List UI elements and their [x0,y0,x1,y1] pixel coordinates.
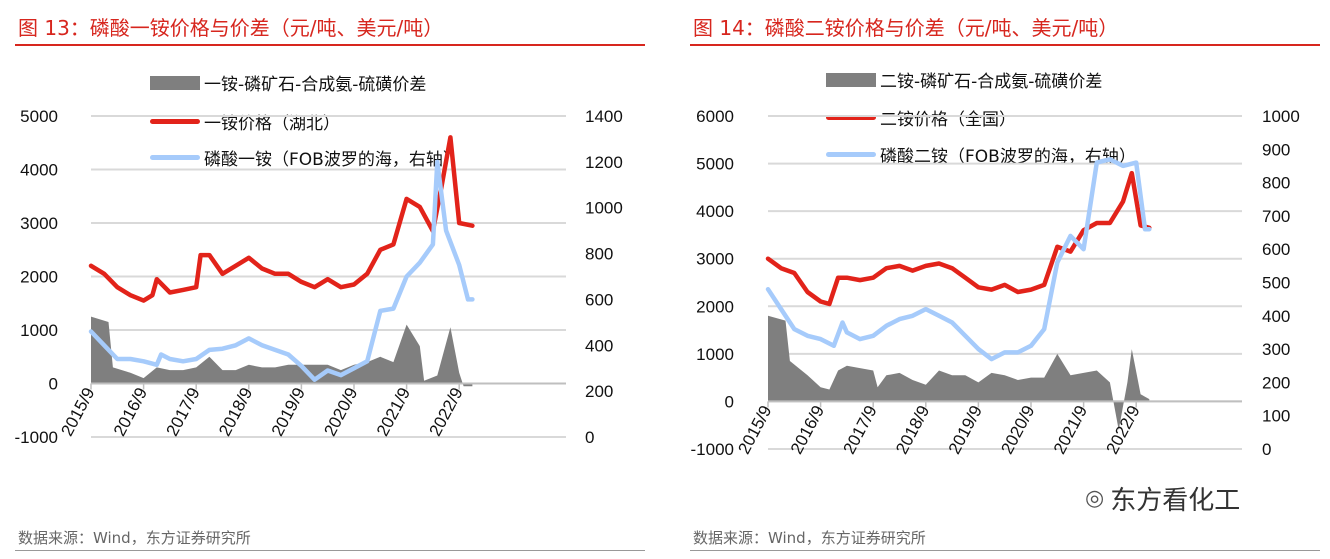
legend-label: 磷酸二铵（FOB波罗的海，右轴） [880,147,1136,167]
legend-item: 一铵价格（湖北） [150,109,340,134]
legend-label: 二铵-磷矿石-合成氨-硫磺价差 [880,72,1103,92]
legend-item: 磷酸二铵（FOB波罗的海，右轴） [826,142,1136,167]
y-left-tick-label: -1000 [15,428,58,447]
y-right-tick-label: 500 [1262,274,1290,293]
x-tick-label: 2020/9 [320,384,361,439]
y-left-tick-label: 1000 [696,345,734,364]
y-right-tick-label: 800 [585,245,613,264]
legend-item: 一铵-磷矿石-合成氨-硫磺价差 [150,70,426,95]
y-right-tick-label: 1000 [585,199,623,218]
source-note: 数据来源：Wind，东方证券研究所 [693,529,926,547]
line-series [88,135,475,303]
y-right-tick-label: 600 [585,290,613,309]
y-right-tick-label: 700 [1262,207,1290,226]
y-left-tick-label: 4000 [696,202,734,221]
area-series [91,316,473,387]
x-tick-label: 2018/9 [215,384,256,439]
y-right-tick-label: 0 [585,428,594,447]
title-rule [690,44,1320,46]
y-left-tick-label: 5000 [20,107,58,126]
y-right-tick-label: 1000 [1262,107,1300,126]
y-left-tick-label: 6000 [696,107,734,126]
y-left-tick-label: 4000 [20,161,58,180]
x-tick-label: 2015/9 [57,384,98,439]
legend-swatch [826,115,876,120]
source-note: 数据来源：Wind，东方证券研究所 [18,529,251,547]
legend-label: 一铵价格（湖北） [204,114,340,134]
y-left-tick-label: 2000 [20,268,58,287]
y-right-tick-label: 800 [1262,174,1290,193]
y-left-tick-label: 0 [725,392,734,411]
y-right-tick-label: 1400 [585,107,623,126]
y-right-tick-label: 400 [1262,307,1290,326]
y-left-tick-label: 3000 [20,214,58,233]
y-left-tick-label: 3000 [696,250,734,269]
y-right-tick-label: 900 [1262,140,1290,159]
line-series [765,170,1152,307]
legend-swatch [150,119,200,124]
x-tick-label: 2017/9 [163,384,204,439]
watermark: ◎ 东方看化工 [1085,480,1240,517]
y-left-tick-label: 1000 [20,321,58,340]
y-left-tick-label: 2000 [696,297,734,316]
y-left-tick-label: -1000 [691,440,734,459]
y-right-tick-label: 1200 [585,153,623,172]
y-right-tick-label: 200 [585,382,613,401]
line-series [88,159,475,382]
legend-swatch [150,75,200,90]
chart-title: 图 14：磷酸二铵价格与价差（元/吨、美元/吨） [693,16,1119,40]
legend-label: 磷酸一铵（FOB波罗的海，右轴） [204,150,460,170]
source-rule [15,550,645,551]
area-series [768,315,1150,430]
y-left-tick-label: 0 [49,375,58,394]
wechat-icon: ◎ [1085,486,1105,511]
legend-swatch [826,72,876,87]
watermark-text: 东方看化工 [1110,486,1241,516]
y-right-tick-label: 200 [1262,373,1290,392]
y-right-tick-label: 100 [1262,407,1290,426]
legend-swatch [150,155,200,160]
legend-swatch [826,152,876,157]
y-right-tick-label: 400 [585,336,613,355]
legend-label: 一铵-磷矿石-合成氨-硫磺价差 [204,75,427,95]
x-tick-label: 2022/9 [426,384,467,439]
x-tick-label: 2016/9 [110,384,151,439]
source-rule [690,550,1320,551]
x-tick-label: 2021/9 [373,384,414,439]
legend-item: 磷酸一铵（FOB波罗的海，右轴） [150,145,460,170]
y-right-tick-label: 600 [1262,240,1290,259]
y-left-tick-label: 5000 [696,155,734,174]
title-rule [15,44,645,46]
y-right-tick-label: 300 [1262,340,1290,359]
line-series [765,157,1152,362]
x-tick-label: 2019/9 [268,384,309,439]
y-right-tick-label: 0 [1262,440,1271,459]
legend-item: 二铵-磷矿石-合成氨-硫磺价差 [826,67,1102,92]
chart-title: 图 13：磷酸一铵价格与价差（元/吨、美元/吨） [18,16,444,40]
